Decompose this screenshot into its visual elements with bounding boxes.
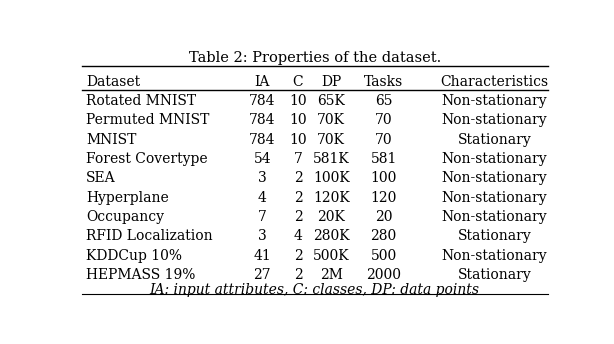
Text: Permuted MNIST: Permuted MNIST	[86, 113, 209, 127]
Text: 500: 500	[370, 249, 397, 262]
Text: MNIST: MNIST	[86, 132, 137, 147]
Text: Table 2: Properties of the dataset.: Table 2: Properties of the dataset.	[188, 51, 441, 65]
Text: Non-stationary: Non-stationary	[441, 94, 547, 108]
Text: 4: 4	[258, 191, 266, 205]
Text: 2: 2	[293, 171, 303, 185]
Text: Non-stationary: Non-stationary	[441, 113, 547, 127]
Text: 70K: 70K	[317, 113, 345, 127]
Text: C: C	[293, 75, 303, 89]
Text: 2: 2	[293, 249, 303, 262]
Text: 27: 27	[254, 268, 271, 282]
Text: Non-stationary: Non-stationary	[441, 152, 547, 166]
Text: 784: 784	[249, 132, 276, 147]
Text: Non-stationary: Non-stationary	[441, 249, 547, 262]
Text: 65: 65	[375, 94, 392, 108]
Text: RFID Localization: RFID Localization	[86, 229, 213, 243]
Text: 20: 20	[375, 210, 392, 224]
Text: Forest Covertype: Forest Covertype	[86, 152, 208, 166]
Text: 784: 784	[249, 113, 276, 127]
Text: Non-stationary: Non-stationary	[441, 210, 547, 224]
Text: 120: 120	[370, 191, 397, 205]
Text: 70: 70	[375, 113, 392, 127]
Text: 280K: 280K	[313, 229, 349, 243]
Text: 2M: 2M	[320, 268, 343, 282]
Text: Dataset: Dataset	[86, 75, 141, 89]
Text: 100K: 100K	[313, 171, 350, 185]
Text: HEPMASS 19%: HEPMASS 19%	[86, 268, 196, 282]
Text: 10: 10	[289, 94, 307, 108]
Text: Rotated MNIST: Rotated MNIST	[86, 94, 196, 108]
Text: 41: 41	[254, 249, 271, 262]
Text: 100: 100	[370, 171, 397, 185]
Text: 70: 70	[375, 132, 392, 147]
Text: Occupancy: Occupancy	[86, 210, 165, 224]
Text: 70K: 70K	[317, 132, 345, 147]
Text: Stationary: Stationary	[457, 268, 532, 282]
Text: 10: 10	[289, 113, 307, 127]
Text: 54: 54	[254, 152, 271, 166]
Text: 4: 4	[293, 229, 303, 243]
Text: 2000: 2000	[366, 268, 401, 282]
Text: Hyperplane: Hyperplane	[86, 191, 169, 205]
Text: 581K: 581K	[313, 152, 350, 166]
Text: 120K: 120K	[313, 191, 350, 205]
Text: Characteristics: Characteristics	[440, 75, 548, 89]
Text: 3: 3	[258, 229, 266, 243]
Text: Non-stationary: Non-stationary	[441, 171, 547, 185]
Text: 500K: 500K	[313, 249, 349, 262]
Text: 280: 280	[370, 229, 397, 243]
Text: 2: 2	[293, 210, 303, 224]
Text: 581: 581	[370, 152, 397, 166]
Text: IA: input attributes, C: classes, DP: data points: IA: input attributes, C: classes, DP: da…	[150, 283, 480, 297]
Text: SEA: SEA	[86, 171, 116, 185]
Text: 2: 2	[293, 268, 303, 282]
Text: Non-stationary: Non-stationary	[441, 191, 547, 205]
Text: IA: IA	[255, 75, 270, 89]
Text: 10: 10	[289, 132, 307, 147]
Text: 65K: 65K	[317, 94, 345, 108]
Text: 7: 7	[258, 210, 266, 224]
Text: Stationary: Stationary	[457, 132, 532, 147]
Text: 784: 784	[249, 94, 276, 108]
Text: 7: 7	[293, 152, 303, 166]
Text: 3: 3	[258, 171, 266, 185]
Text: DP: DP	[321, 75, 341, 89]
Text: Tasks: Tasks	[364, 75, 403, 89]
Text: 2: 2	[293, 191, 303, 205]
Text: KDDCup 10%: KDDCup 10%	[86, 249, 182, 262]
Text: 20K: 20K	[317, 210, 345, 224]
Text: Stationary: Stationary	[457, 229, 532, 243]
